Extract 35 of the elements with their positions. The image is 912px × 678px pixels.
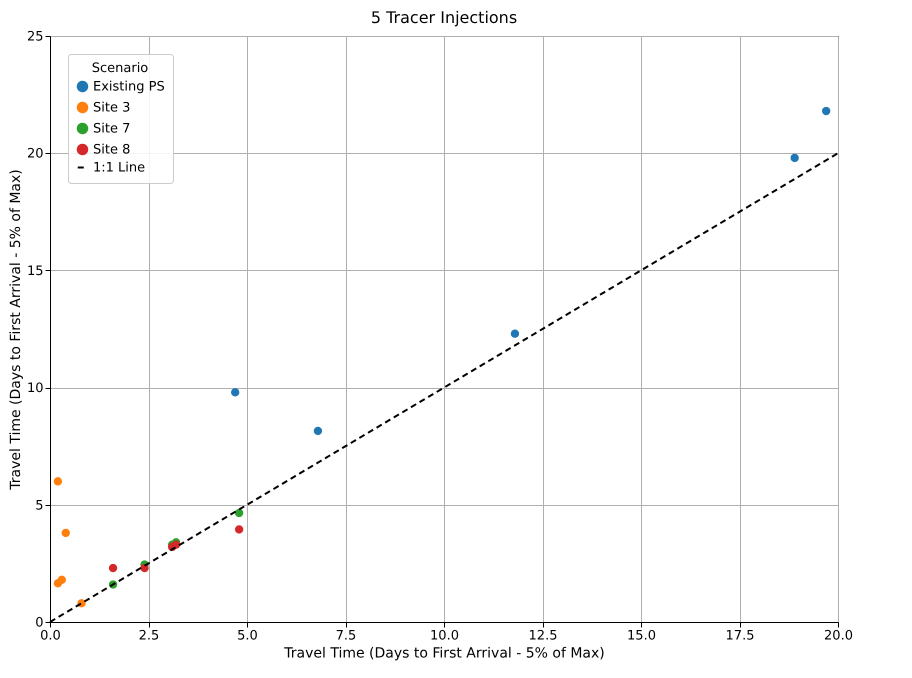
x-tick-label: 12.5 bbox=[528, 628, 558, 644]
legend-label: Existing PS bbox=[93, 80, 165, 94]
x-axis-title: Travel Time (Days to First Arrival - 5% of Max) bbox=[283, 646, 605, 662]
legend-label: 1:1 Line bbox=[93, 160, 146, 176]
y-tick-label: 0 bbox=[35, 616, 44, 630]
x-tick-label: 2.5 bbox=[138, 628, 160, 644]
y-tick-label: 25 bbox=[26, 30, 44, 44]
point bbox=[790, 154, 799, 162]
point bbox=[108, 564, 118, 572]
y-axis-title: Travel Time (Days to First Arrival - 5% of Max) bbox=[8, 169, 24, 491]
x-tick-label: 10.0 bbox=[430, 628, 459, 644]
point bbox=[314, 426, 322, 436]
y-tick-label: 15 bbox=[26, 264, 44, 279]
point bbox=[234, 525, 244, 534]
x-tick-label: 5.0 bbox=[237, 628, 258, 644]
y-tick-label: 20 bbox=[26, 146, 44, 162]
legend-label: Site 8 bbox=[93, 142, 130, 158]
point bbox=[230, 388, 240, 396]
point bbox=[822, 106, 830, 116]
chart-title: 5 Tracer Injections bbox=[370, 8, 518, 27]
x-tick-label: 20.0 bbox=[824, 628, 853, 644]
x-tick-label: 15.0 bbox=[627, 628, 656, 644]
point bbox=[234, 508, 244, 518]
legend-label: Site 7 bbox=[93, 122, 130, 136]
point bbox=[58, 576, 66, 584]
x-tick-label: 0.0 bbox=[40, 628, 61, 644]
x-tick-label: 7.5 bbox=[336, 628, 356, 644]
legend-label: Site 3 bbox=[93, 100, 130, 116]
point bbox=[510, 330, 520, 338]
legend-title: Scenario bbox=[92, 61, 148, 76]
point bbox=[54, 477, 62, 486]
y-tick-label: 10 bbox=[26, 381, 44, 396]
x-tick-label: 17.5 bbox=[726, 628, 754, 644]
y-tick-label: 5 bbox=[35, 498, 44, 514]
point bbox=[62, 528, 70, 538]
